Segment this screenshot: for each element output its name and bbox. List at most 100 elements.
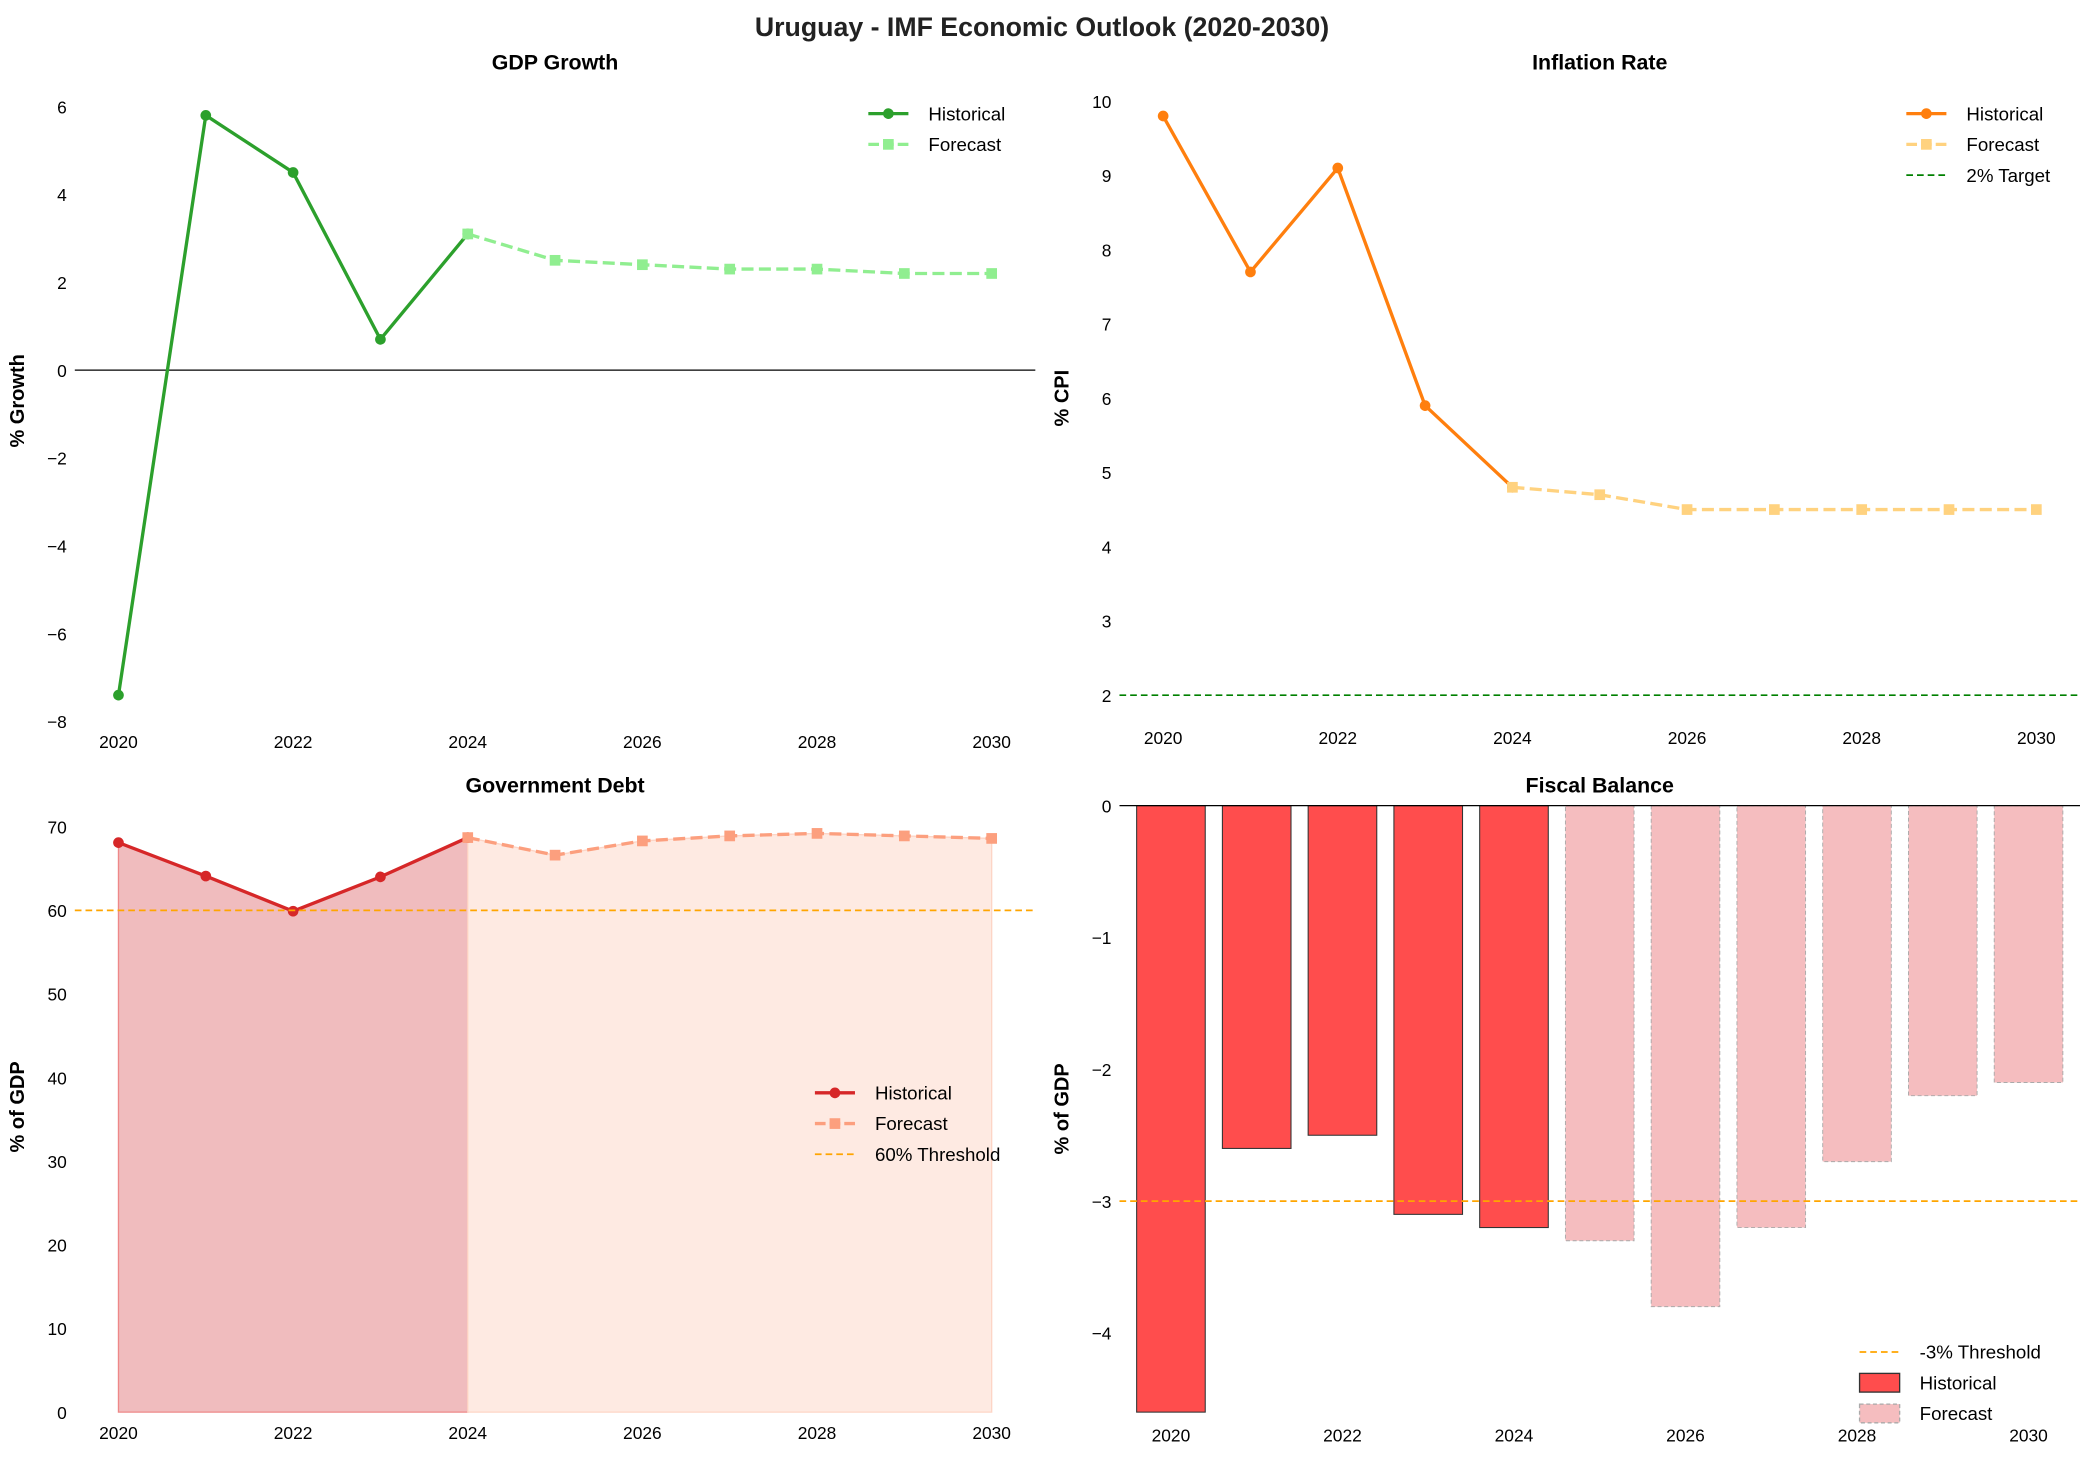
point-forecast-2028 bbox=[811, 263, 823, 275]
point-forecast-2029 bbox=[1943, 504, 1955, 515]
y-tick-label: 2 bbox=[1102, 686, 1112, 706]
point-forecast-2030 bbox=[2030, 504, 2042, 515]
y-tick-label: −4 bbox=[1092, 1324, 1112, 1344]
point-forecast-2024 bbox=[462, 832, 474, 843]
legend: Historical Forecast bbox=[868, 103, 1005, 155]
point-historical-2021 bbox=[1245, 266, 1256, 278]
x-tick-label: 2022 bbox=[1323, 1426, 1362, 1446]
y-axis-label: % of GDP bbox=[1052, 1063, 1074, 1154]
y-tick-label: 0 bbox=[57, 361, 67, 381]
panel-title: GDP Growth bbox=[492, 51, 619, 75]
panel-inflation-rate: Inflation Rate % CPI 2 3 4 5 6 7 8 9 10 2020 2022 202… bbox=[1052, 51, 2080, 748]
legend-marker bbox=[1921, 108, 1932, 119]
x-tick-label: 2022 bbox=[274, 732, 313, 752]
legend-historical-swatch bbox=[1858, 1372, 1901, 1393]
bar-historical-2024 bbox=[1479, 805, 1549, 1229]
point-forecast-2024 bbox=[462, 228, 474, 240]
x-tick-label: 2026 bbox=[623, 732, 662, 752]
legend-marker bbox=[1921, 139, 1932, 150]
bar-historical-2020 bbox=[1136, 805, 1206, 1413]
legend-label: Historical bbox=[928, 103, 1005, 124]
point-historical-2022 bbox=[287, 167, 299, 178]
point-forecast-2030 bbox=[986, 268, 998, 279]
y-tick-label: 40 bbox=[47, 1068, 66, 1088]
x-tick-label: 2030 bbox=[972, 732, 1011, 752]
legend-label: Historical bbox=[1966, 103, 2043, 124]
panel-title: Fiscal Balance bbox=[1526, 773, 1675, 797]
legend-label: Forecast bbox=[928, 134, 1002, 155]
panel-title: Inflation Rate bbox=[1532, 51, 1667, 75]
y-tick-label: 0 bbox=[1102, 796, 1112, 816]
area-historical bbox=[117, 836, 469, 1413]
point-forecast-2026 bbox=[637, 259, 648, 271]
legend-label: 2% Target bbox=[1966, 165, 2051, 186]
point-historical-2021 bbox=[200, 110, 212, 121]
y-tick-label: −4 bbox=[47, 536, 67, 556]
legend-label: Forecast bbox=[1966, 134, 2040, 155]
x-tick-label: 2020 bbox=[99, 1423, 138, 1443]
figure-title: Uruguay - IMF Economic Outlook (2020-203… bbox=[755, 12, 1329, 42]
y-tick-label: 30 bbox=[47, 1152, 66, 1172]
legend-marker bbox=[829, 1087, 841, 1099]
y-tick-label: −6 bbox=[47, 624, 67, 644]
y-tick-label: −2 bbox=[47, 449, 67, 469]
legend-label: 60% Threshold bbox=[875, 1144, 1000, 1165]
point-historical-2023 bbox=[375, 334, 386, 345]
point-historical-2023 bbox=[1419, 400, 1431, 411]
point-forecast-2024 bbox=[1507, 481, 1518, 493]
legend-marker bbox=[829, 1118, 841, 1129]
x-tick-label: 2020 bbox=[1152, 1426, 1191, 1446]
x-tick-label: 2026 bbox=[1666, 1426, 1705, 1446]
bar-forecast-2025 bbox=[1564, 805, 1635, 1242]
legend-marker bbox=[883, 108, 894, 119]
panel-title: Government Debt bbox=[465, 773, 644, 797]
y-tick-label: 8 bbox=[1102, 240, 1112, 260]
y-tick-label: −3 bbox=[1092, 1192, 1112, 1212]
y-tick-label: 70 bbox=[47, 817, 66, 837]
x-tick-label: 2026 bbox=[623, 1423, 662, 1443]
y-tick-label: 10 bbox=[1092, 92, 1111, 112]
point-forecast-2026 bbox=[637, 835, 648, 847]
point-forecast-2027 bbox=[1769, 504, 1780, 515]
x-tick-label: 2024 bbox=[448, 732, 487, 752]
x-tick-label: 2030 bbox=[2009, 1426, 2048, 1446]
panel-government-debt: Government Debt% of GDP01020304050607020… bbox=[7, 773, 1036, 1443]
legend: Historical Forecast 2% Target bbox=[1906, 103, 2051, 186]
point-forecast-2030 bbox=[986, 833, 998, 844]
x-tick-label: 2030 bbox=[2017, 728, 2056, 748]
y-tick-label: 10 bbox=[47, 1319, 66, 1339]
y-tick-label: 4 bbox=[1102, 537, 1112, 557]
bar-historical-2023 bbox=[1393, 805, 1464, 1215]
bar-forecast-2030 bbox=[1993, 805, 2064, 1083]
point-forecast-2027 bbox=[724, 830, 736, 842]
point-historical-2021 bbox=[200, 870, 212, 882]
legend-label: Historical bbox=[875, 1083, 952, 1104]
bar-historical-2021 bbox=[1221, 805, 1292, 1149]
point-historical-2023 bbox=[375, 871, 386, 883]
x-tick-label: 2020 bbox=[99, 732, 138, 752]
point-forecast-2025 bbox=[549, 849, 561, 861]
y-tick-label: 4 bbox=[57, 185, 67, 205]
x-tick-label: 2024 bbox=[1495, 1426, 1534, 1446]
point-historical-2020 bbox=[113, 689, 124, 701]
y-axis-label: % of GDP bbox=[7, 1061, 29, 1152]
y-tick-label: 50 bbox=[47, 985, 66, 1005]
legend-label: Forecast bbox=[1920, 1403, 1994, 1424]
y-tick-label: −2 bbox=[1092, 1060, 1112, 1080]
y-tick-label: 2 bbox=[57, 273, 67, 293]
x-tick-label: 2028 bbox=[798, 732, 837, 752]
x-tick-label: 2030 bbox=[972, 1423, 1011, 1443]
legend-marker bbox=[883, 139, 894, 150]
x-tick-label: 2020 bbox=[1144, 728, 1183, 748]
point-historical-2020 bbox=[1157, 110, 1169, 122]
x-tick-label: 2022 bbox=[1318, 728, 1357, 748]
bar-forecast-2026 bbox=[1650, 805, 1721, 1308]
y-tick-label: 3 bbox=[1102, 612, 1112, 632]
panel-gdp-growth: GDP Growth % Growth −8 −6 −4 −2 0 2 4 6 2020 2022 20… bbox=[7, 51, 1036, 752]
x-tick-label: 2024 bbox=[448, 1423, 487, 1443]
point-forecast-2028 bbox=[811, 828, 823, 839]
y-tick-label: −1 bbox=[1092, 928, 1112, 948]
y-axis-label: % CPI bbox=[1052, 370, 1074, 427]
y-tick-label: 6 bbox=[1102, 389, 1112, 409]
